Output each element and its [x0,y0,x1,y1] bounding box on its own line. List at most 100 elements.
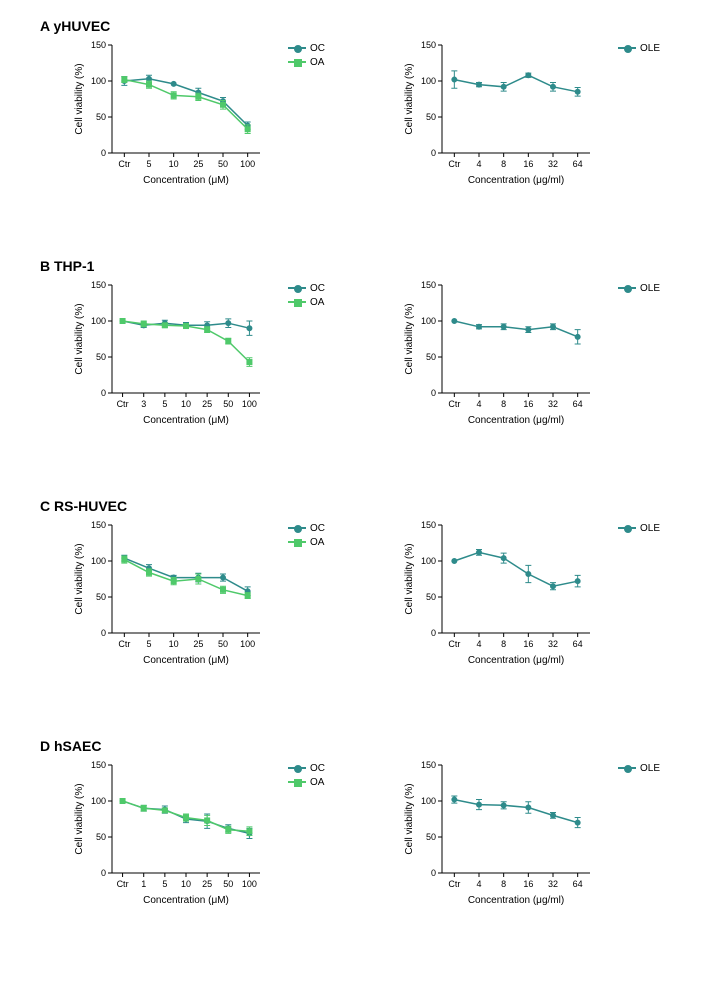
y-tick-label: 0 [101,388,106,398]
data-point [551,813,556,818]
x-axis-label: Concentration (μM) [143,175,229,186]
x-tick-label: 8 [501,399,506,409]
legend: OLE [618,762,660,776]
x-tick-label: 25 [193,639,203,649]
legend: OLE [618,522,660,536]
y-tick-label: 0 [101,628,106,638]
data-point [501,324,506,329]
y-tick-label: 150 [421,760,436,770]
legend-item: OLE [618,522,660,534]
data-point [452,77,457,82]
x-tick-label: 64 [573,399,583,409]
legend-label: OC [310,283,325,294]
legend-label: OC [310,43,325,54]
data-point [226,321,231,326]
y-axis-label: Cell viability (%) [74,63,85,134]
x-tick-label: 5 [146,159,151,169]
y-tick-label: 100 [421,796,436,806]
data-point [551,324,556,329]
legend-label: OLE [640,763,660,774]
x-tick-label: 4 [476,159,481,169]
legend-item: OC [288,762,325,774]
x-tick-label: 32 [548,639,558,649]
x-tick-label: 10 [169,159,179,169]
x-tick-label: 25 [193,159,203,169]
data-point [147,82,152,87]
series-line [454,75,577,92]
y-tick-label: 0 [101,868,106,878]
x-tick-label: 4 [476,639,481,649]
y-tick-label: 50 [96,352,106,362]
y-tick-label: 0 [101,148,106,158]
data-point [501,556,506,561]
y-axis-label: Cell viability (%) [404,303,415,374]
chart: 050100150Cell viability (%)Ctr48163264Co… [400,755,600,915]
legend-label: OLE [640,523,660,534]
figure: A yHUVEC050100150Cell viability (%)Ctr51… [0,0,714,984]
y-tick-label: 100 [91,796,106,806]
y-tick-label: 0 [431,628,436,638]
data-point [226,827,231,832]
y-tick-label: 50 [96,112,106,122]
x-axis-label: Concentration (μg/ml) [468,415,564,426]
y-tick-label: 100 [421,76,436,86]
x-tick-label: 16 [523,399,533,409]
data-point [196,94,201,99]
x-tick-label: 50 [218,639,228,649]
x-axis-label: Concentration (μM) [143,895,229,906]
y-tick-label: 50 [96,592,106,602]
panel-label: B THP-1 [40,258,94,274]
x-tick-label: Ctr [448,879,460,889]
legend-item: OLE [618,762,660,774]
legend-item: OA [288,536,325,548]
legend-label: OA [310,57,324,68]
legend: OC OA [288,522,325,550]
series-line [454,800,577,823]
x-tick-label: Ctr [117,399,129,409]
data-point [205,327,210,332]
data-point [526,327,531,332]
data-point [501,84,506,89]
x-tick-label: 16 [523,639,533,649]
y-tick-label: 100 [91,76,106,86]
data-point [184,815,189,820]
data-point [551,84,556,89]
legend-label: OLE [640,43,660,54]
data-point [452,559,457,564]
data-point [575,334,580,339]
data-point [245,593,250,598]
x-tick-label: 32 [548,399,558,409]
chart: 050100150Cell viability (%)Ctr5102550100… [70,35,270,195]
y-tick-label: 50 [426,592,436,602]
x-tick-label: 5 [146,639,151,649]
data-point [196,577,201,582]
y-tick-label: 0 [431,868,436,878]
x-tick-label: 10 [181,879,191,889]
data-point [120,319,125,324]
y-axis-label: Cell viability (%) [404,783,415,854]
chart: 050100150Cell viability (%)Ctr48163264Co… [400,515,600,675]
data-point [226,339,231,344]
legend-label: OA [310,537,324,548]
x-tick-label: 32 [548,879,558,889]
data-point [247,360,252,365]
y-tick-label: 150 [91,40,106,50]
legend-item: OC [288,522,325,534]
y-tick-label: 50 [426,352,436,362]
panel-label: D hSAEC [40,738,101,754]
x-tick-label: Ctr [117,879,129,889]
chart: 050100150Cell viability (%)Ctr48163264Co… [400,35,600,195]
legend-item: OC [288,42,325,54]
y-axis-label: Cell viability (%) [74,303,85,374]
x-tick-label: 100 [240,159,255,169]
legend-label: OA [310,297,324,308]
x-axis-label: Concentration (μg/ml) [468,655,564,666]
chart: 050100150Cell viability (%)Ctr1510255010… [70,755,270,915]
data-point [526,73,531,78]
data-point [247,326,252,331]
data-point [477,82,482,87]
x-tick-label: 4 [476,399,481,409]
y-tick-label: 150 [421,280,436,290]
x-tick-label: 3 [141,399,146,409]
data-point [122,557,127,562]
